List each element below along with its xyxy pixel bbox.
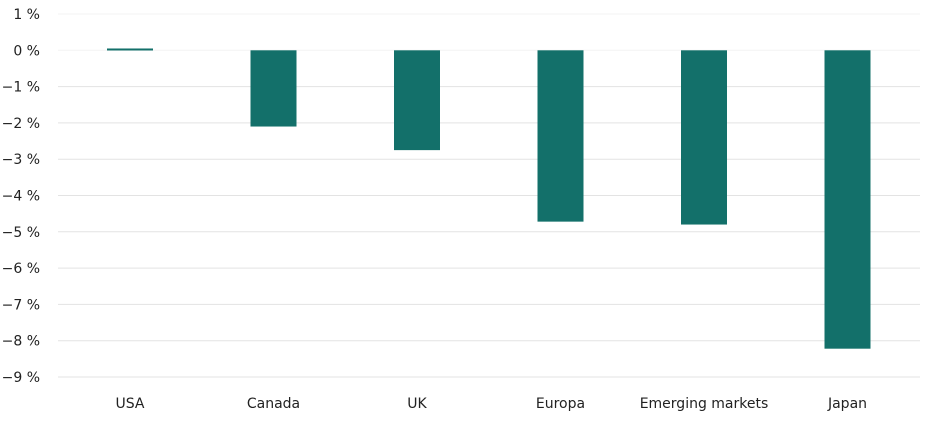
- x-tick-label: Emerging markets: [640, 396, 769, 412]
- y-tick-label: −3 %: [2, 152, 40, 168]
- y-tick-label: −1 %: [2, 80, 40, 96]
- bar-uk: [394, 50, 440, 151]
- bar-usa: [107, 48, 153, 51]
- x-tick-label: Europa: [536, 396, 585, 412]
- bar-canada: [250, 50, 297, 127]
- y-axis: 1 % 0 % −1 % −2 % −3 % −4 % −5 % −6 % −7 % −8 % −9…: [2, 7, 40, 386]
- y-tick-label: −8 %: [2, 334, 40, 350]
- x-axis: USA Canada UK Europa Emerging markets Japan: [116, 396, 868, 412]
- y-tick-label: −5 %: [2, 225, 40, 241]
- bars: [107, 48, 871, 349]
- y-tick-label: −2 %: [2, 116, 40, 132]
- x-tick-label: UK: [407, 396, 427, 412]
- x-tick-label: Japan: [827, 396, 867, 412]
- bar-europa: [537, 50, 584, 222]
- y-tick-label: −4 %: [2, 189, 40, 205]
- y-tick-label: 1 %: [13, 7, 40, 23]
- bar-japan: [824, 50, 871, 349]
- y-tick-label: 0 %: [13, 43, 40, 59]
- bar-emerging-markets: [681, 50, 727, 225]
- x-tick-label: Canada: [247, 396, 300, 412]
- x-tick-label: USA: [116, 396, 145, 412]
- y-tick-label: −6 %: [2, 261, 40, 277]
- gridlines: [58, 13, 920, 378]
- y-tick-label: −7 %: [2, 297, 40, 313]
- y-tick-label: −9 %: [2, 370, 40, 386]
